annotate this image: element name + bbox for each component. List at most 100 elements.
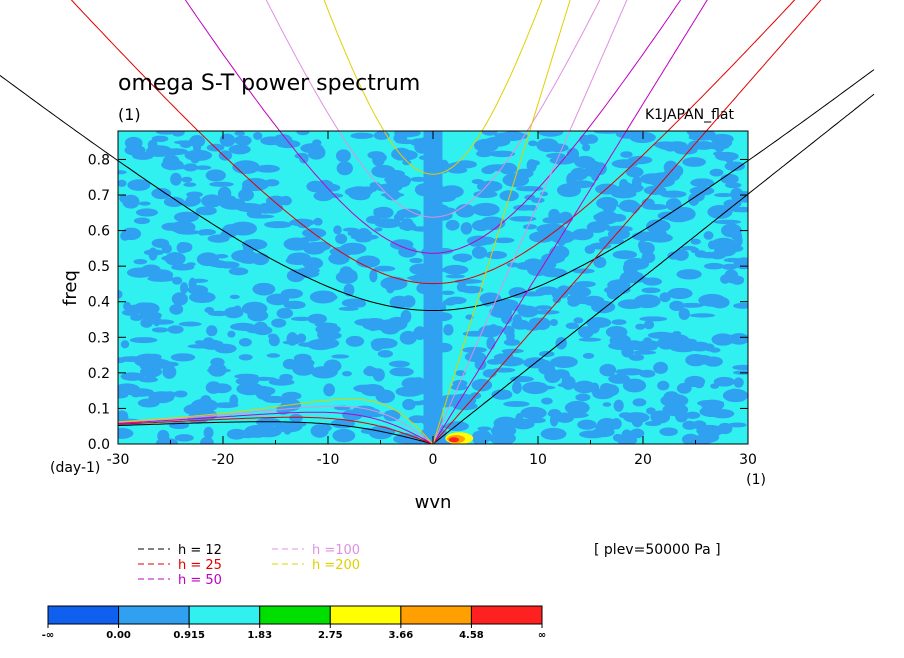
field-patch	[170, 172, 182, 186]
field-patch	[282, 358, 297, 370]
field-patch	[503, 400, 530, 407]
field-patch	[199, 395, 212, 408]
field-patch	[531, 197, 545, 204]
y-tick-label: 0.4	[88, 295, 110, 311]
field-patch	[203, 426, 214, 439]
legend-entry: h =200	[312, 558, 360, 573]
field-patch	[445, 421, 469, 432]
field-patch	[470, 242, 483, 247]
field-patch	[367, 151, 385, 160]
y-tick-label: 0.6	[88, 224, 110, 240]
field-patch	[528, 231, 555, 243]
field-patch	[211, 383, 232, 394]
field-patch	[219, 198, 246, 210]
field-patch	[663, 391, 680, 403]
field-patch	[723, 257, 742, 263]
field-patch	[698, 293, 726, 307]
field-patch	[201, 194, 223, 208]
field-patch	[350, 132, 374, 139]
field-patch	[387, 169, 396, 183]
field-patch	[691, 191, 705, 202]
field-patch	[631, 416, 643, 428]
x-tick-label: -30	[107, 452, 130, 468]
field-patch	[369, 269, 378, 283]
field-patch	[733, 302, 748, 309]
field-patch	[694, 354, 713, 365]
field-patch	[586, 317, 612, 328]
field-patch	[665, 198, 682, 212]
field-patch	[264, 221, 292, 229]
field-patch	[579, 134, 591, 146]
field-patch	[118, 392, 129, 399]
field-patch	[236, 429, 258, 439]
field-patch	[393, 132, 408, 144]
field-patch	[234, 131, 246, 136]
field-patch	[608, 373, 631, 384]
x-tick-label: -10	[317, 452, 340, 468]
field-patch	[703, 343, 715, 352]
field-patch	[565, 284, 587, 296]
field-patch	[575, 297, 594, 305]
field-patch	[630, 203, 639, 214]
field-patch	[466, 347, 478, 353]
y-tick-label: 0.3	[88, 330, 110, 346]
field-patch	[501, 312, 513, 325]
field-patch	[445, 296, 467, 305]
field-patch	[138, 377, 159, 383]
field-patch	[622, 378, 647, 393]
field-patch	[253, 131, 263, 140]
units-label: (1)	[118, 105, 141, 124]
field-patch	[241, 239, 268, 251]
field-patch	[181, 176, 193, 183]
curve-rossby-50	[118, 411, 434, 444]
field-patch	[632, 398, 647, 407]
x-unit-label: (1)	[746, 472, 766, 488]
field-patch	[198, 229, 207, 236]
field-patch	[474, 138, 499, 153]
field-patch	[362, 408, 380, 415]
field-patch	[690, 178, 715, 188]
colorbar-label: 1.83	[247, 630, 272, 641]
field-patch	[594, 210, 619, 225]
field-patch	[686, 131, 710, 138]
field-patch	[682, 420, 697, 430]
field-patch	[171, 292, 188, 306]
field-patch	[491, 389, 513, 400]
field-patch	[229, 294, 240, 299]
field-patch	[540, 427, 567, 441]
field-patch	[333, 225, 342, 235]
curve-kelvin-100	[432, 0, 628, 444]
field-patch	[280, 288, 304, 299]
plev-label: [ plev=50000 Pa ]	[594, 542, 721, 558]
field-patch	[237, 205, 262, 213]
field-patch	[729, 333, 748, 345]
field-patch	[600, 383, 613, 393]
field-patch	[118, 170, 127, 175]
field-patch	[138, 201, 151, 206]
colorbar-swatch	[400, 605, 472, 625]
field-patch	[703, 262, 725, 270]
field-patch	[170, 353, 196, 362]
field-patch	[535, 305, 552, 310]
field-patch	[241, 185, 251, 192]
field-patch	[168, 421, 190, 430]
field-patch	[173, 390, 188, 398]
field-patch	[684, 375, 706, 388]
field-patch	[335, 270, 358, 284]
dataset-label: K1JAPAN_flat	[645, 107, 735, 123]
field-patch	[713, 193, 734, 198]
field-patch	[725, 182, 742, 189]
field-patch	[313, 217, 323, 226]
field-patch	[183, 403, 207, 416]
field-patch	[489, 431, 516, 444]
field-patch	[252, 282, 276, 296]
field-patch	[724, 161, 745, 172]
field-patch	[389, 295, 410, 309]
field-patch	[707, 204, 733, 219]
field-patch	[238, 354, 253, 361]
field-patch	[286, 332, 299, 346]
field-patch	[673, 249, 689, 261]
curve-rossby-25	[118, 416, 434, 444]
y-tick-label: 0.5	[88, 259, 110, 275]
field-patch	[345, 335, 365, 347]
